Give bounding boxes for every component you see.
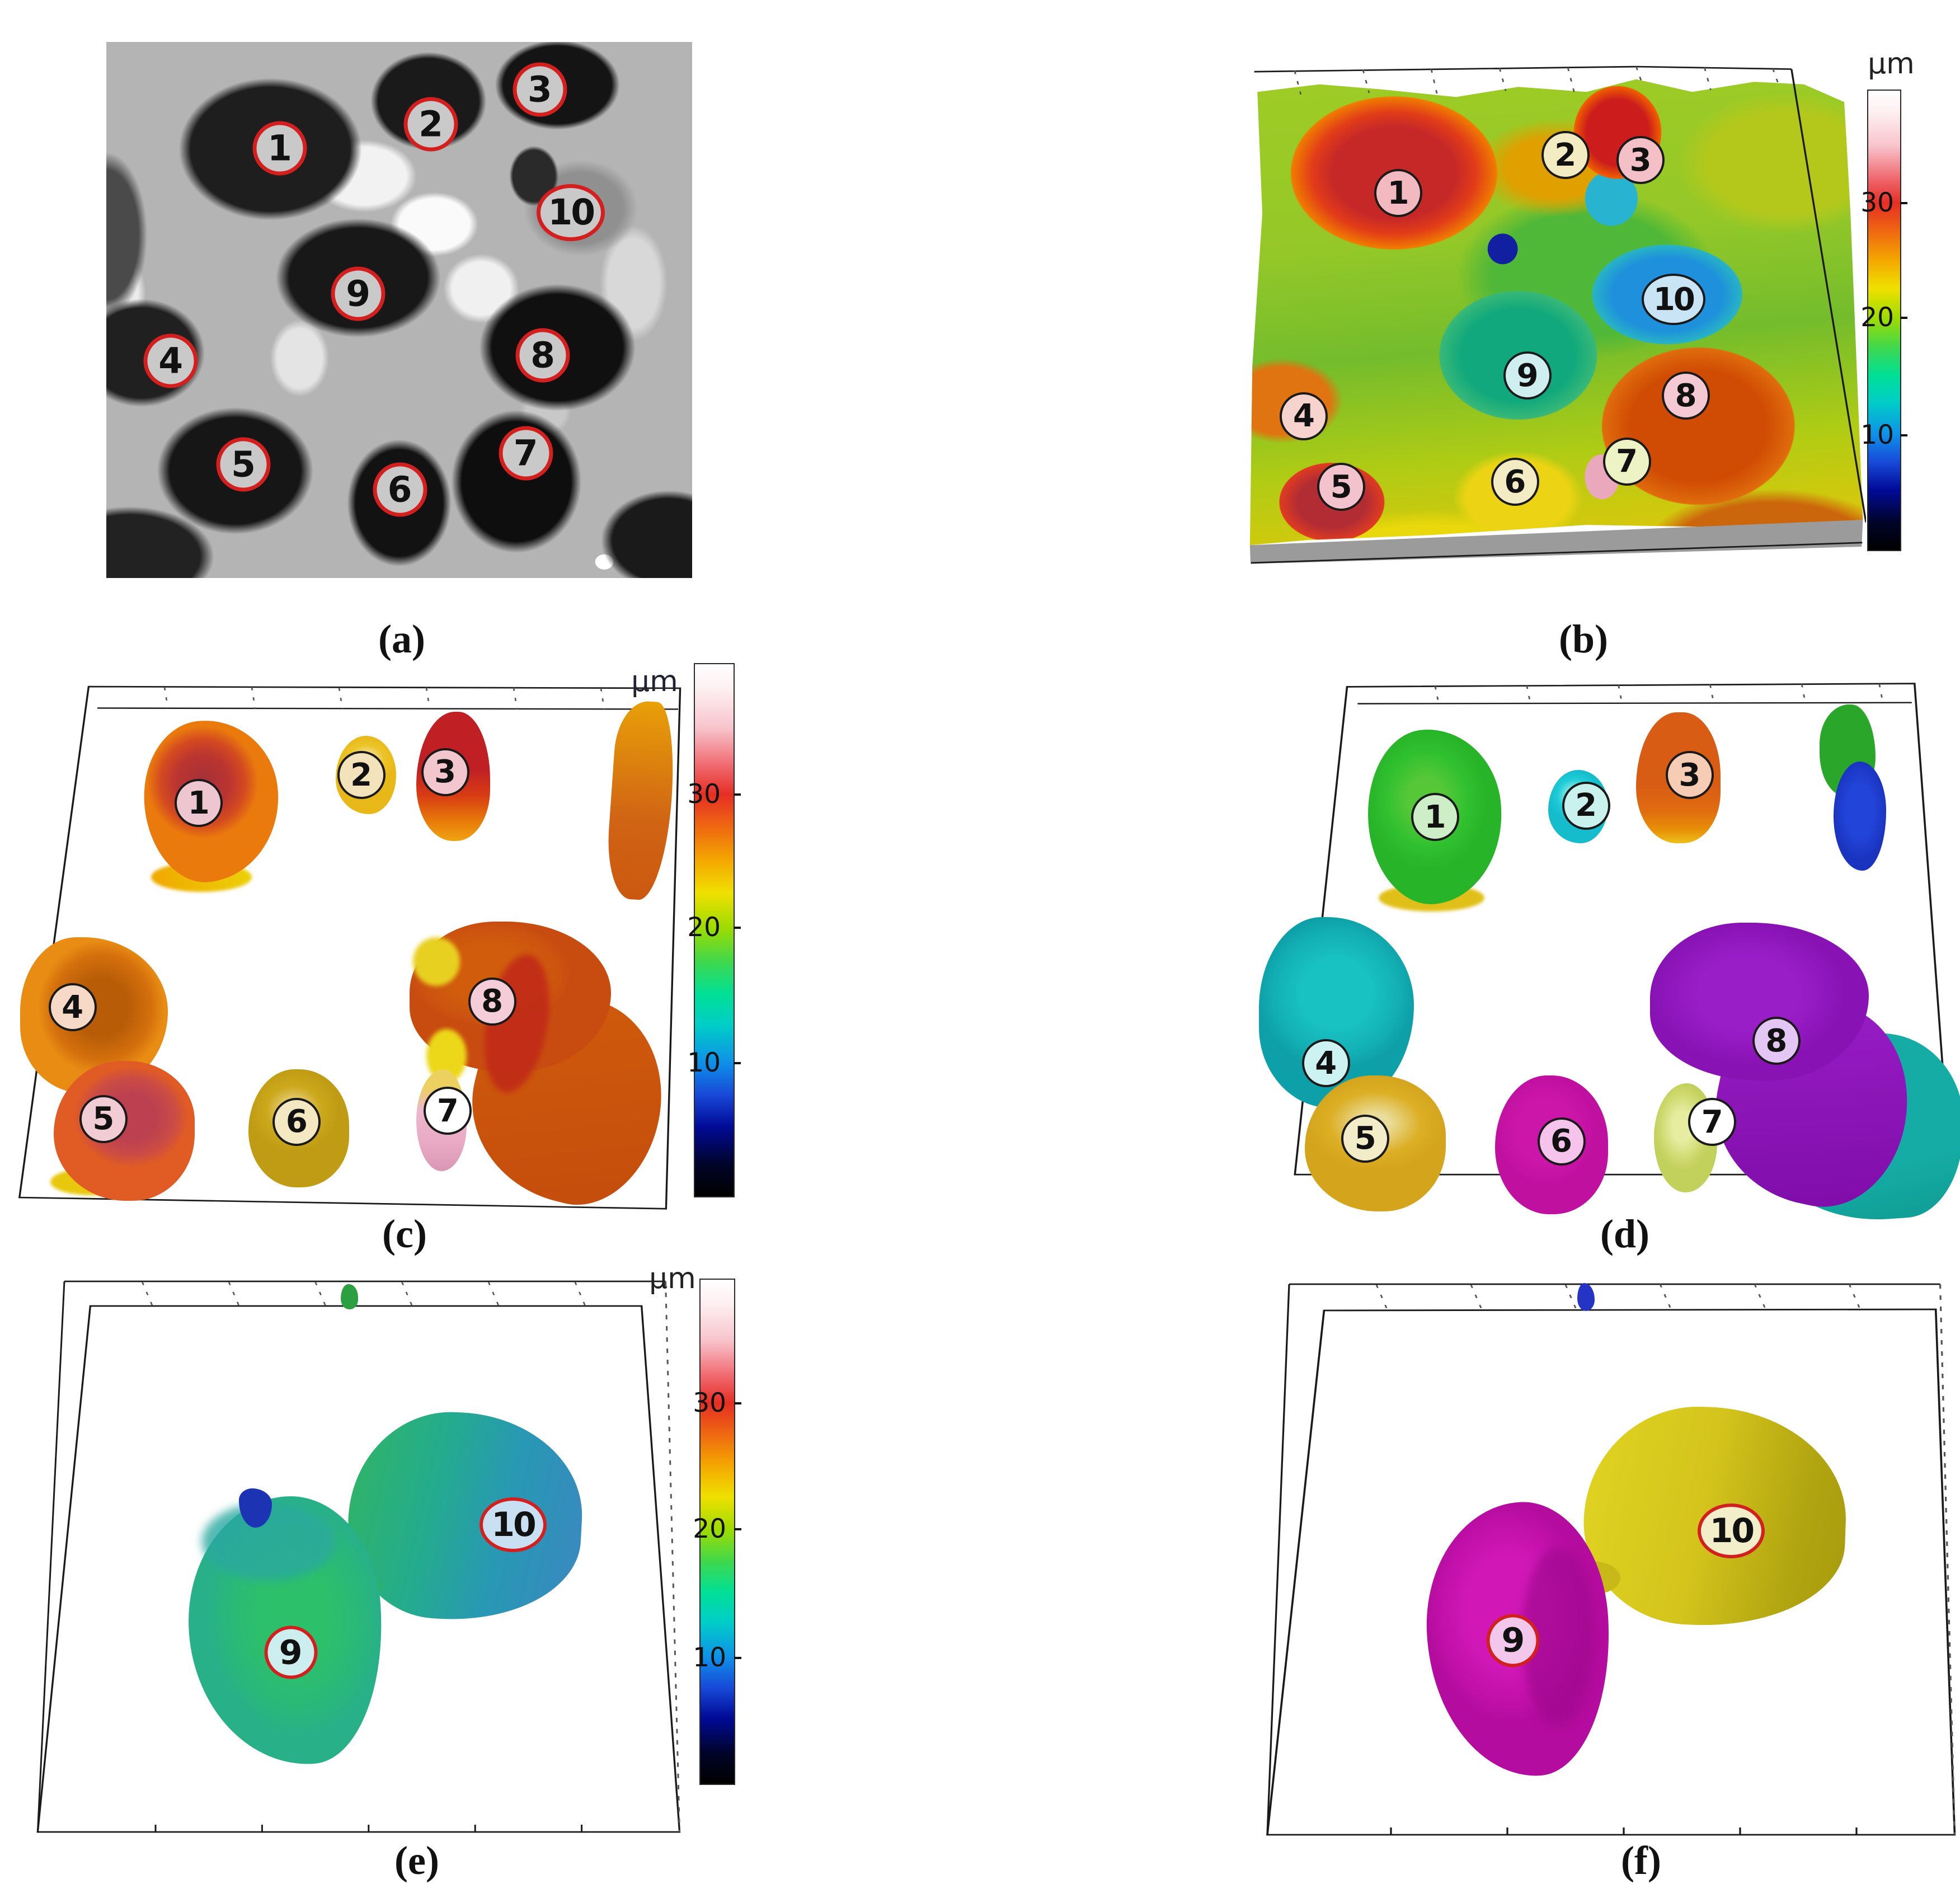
axes-box [36, 1280, 681, 1833]
particle-marker-d-3: 3 [1665, 751, 1714, 800]
caption-d: (d) [1600, 1211, 1649, 1256]
particle-marker-a-6: 6 [373, 462, 427, 517]
colorbar-tick-mark [734, 1528, 741, 1530]
colorbar-tick-label-10: 10 [693, 1642, 726, 1673]
particle-marker-c-5: 5 [79, 1094, 128, 1143]
particle-marker-a-4: 4 [143, 333, 198, 388]
caption-b: (b) [1559, 617, 1608, 661]
particle-marker-d-2: 2 [1562, 781, 1610, 830]
colorbar-tick-mark [734, 1062, 741, 1065]
colorbar-tick-mark [734, 1656, 741, 1659]
colorbar-tick-mark [734, 793, 741, 796]
particle-marker-c-3: 3 [421, 748, 469, 796]
particle-marker-c-4: 4 [48, 983, 97, 1032]
particle-marker-d-8: 8 [1752, 1017, 1801, 1065]
colorbar-tick-label-20: 20 [687, 912, 721, 943]
particle-marker-a-7: 7 [499, 426, 553, 481]
particle-marker-a-2: 2 [403, 97, 458, 152]
particle-marker-c-6: 6 [272, 1097, 321, 1146]
particle-marker-b-6: 6 [1491, 458, 1539, 506]
particle-marker-b-9: 9 [1503, 351, 1552, 400]
colorbar-c: 30 20 10 [687, 663, 741, 1197]
colorbar-b-unit: µm [1868, 47, 1915, 81]
colorbar-tick-mark [1900, 434, 1907, 436]
particle-marker-e-9: 9 [264, 1625, 318, 1679]
particle-marker-b-7: 7 [1602, 437, 1651, 486]
colorbar-tick-label-30: 30 [1860, 187, 1894, 219]
particle-marker-b-10: 10 [1641, 274, 1705, 326]
blob-f-top-blip [1577, 1283, 1595, 1311]
particle-marker-a-1: 1 [252, 121, 307, 176]
particle-marker-c-2: 2 [337, 751, 386, 800]
blob-d-blue-corner [1833, 762, 1887, 871]
panel-e-marker-layer: 9 10 [22, 1279, 688, 1838]
panel-f-particles-9-10-labeled: 9 10 [1231, 1279, 1958, 1838]
panel-f-marker-layer: 9 10 [1231, 1279, 1958, 1838]
particle-marker-b-3: 3 [1616, 136, 1665, 185]
particle-marker-c-1: 1 [175, 779, 223, 828]
particle-marker-d-1: 1 [1411, 793, 1459, 842]
caption-a: (a) [378, 617, 425, 661]
colorbar-tick-label-30: 30 [693, 1387, 726, 1418]
caption-e: (e) [394, 1838, 439, 1883]
panel-a-micrograph: 1 2 3 10 9 4 8 5 6 7 [106, 42, 692, 578]
colorbar-e: 30 20 10 [693, 1279, 741, 1785]
colorbar-tick-mark [734, 926, 741, 929]
particle-marker-f-9: 9 [1486, 1614, 1540, 1667]
colorbar-e-unit: µm [649, 1262, 696, 1295]
particle-marker-b-8: 8 [1662, 372, 1710, 420]
particle-marker-c-8: 8 [468, 977, 516, 1026]
panel-a-marker-layer: 1 2 3 10 9 4 8 5 6 7 [106, 42, 692, 578]
particle-marker-f-10: 10 [1698, 1504, 1765, 1558]
blob-e-9-blue-spike [238, 1488, 272, 1528]
colorbar-tick-mark [1900, 202, 1907, 205]
particle-marker-b-1: 1 [1374, 169, 1423, 218]
particle-marker-a-8: 8 [515, 328, 570, 383]
particle-marker-e-10: 10 [480, 1497, 547, 1552]
colorbar-c-unit: µm [631, 665, 678, 698]
particle-marker-d-7: 7 [1688, 1098, 1737, 1147]
colorbar-tick-label-20: 20 [693, 1513, 726, 1544]
colorbar-tick-label-10: 10 [687, 1047, 721, 1079]
particle-marker-a-10: 10 [537, 184, 605, 241]
particle-marker-a-9: 9 [331, 266, 386, 321]
colorbar-tick-mark [1900, 317, 1907, 320]
panel-b-marker-layer: 1 2 3 10 9 4 8 5 6 7 [1245, 62, 1866, 568]
particle-marker-c-7: 7 [424, 1087, 472, 1135]
colorbar-b: 30 20 10 [1860, 90, 1907, 551]
axes-box [1251, 65, 1866, 564]
caption-f: (f) [1621, 1838, 1661, 1883]
particle-marker-b-5: 5 [1317, 463, 1366, 511]
particle-marker-a-3: 3 [513, 62, 567, 117]
particle-marker-d-5: 5 [1341, 1114, 1390, 1163]
blob-e-top-blip [340, 1284, 358, 1309]
particle-marker-b-2: 2 [1541, 131, 1590, 180]
colorbar-tick-label-20: 20 [1860, 302, 1894, 333]
colorbar-tick-mark [734, 1402, 741, 1404]
panel-b-3d-topography: 1 2 3 10 9 4 8 5 6 7 [1245, 62, 1866, 568]
particle-marker-b-4: 4 [1280, 392, 1328, 440]
panel-e-particles-9-10-height: 9 10 [22, 1279, 688, 1838]
particle-marker-d-6: 6 [1537, 1117, 1586, 1166]
particle-marker-d-4: 4 [1301, 1039, 1350, 1088]
colorbar-tick-label-10: 10 [1860, 419, 1894, 450]
blob-c-8-yellow-patch [413, 937, 460, 986]
colorbar-tick-label-30: 30 [687, 778, 721, 810]
axes-box [1266, 1283, 1956, 1836]
caption-c: (c) [382, 1211, 427, 1256]
particle-marker-a-5: 5 [216, 437, 271, 492]
